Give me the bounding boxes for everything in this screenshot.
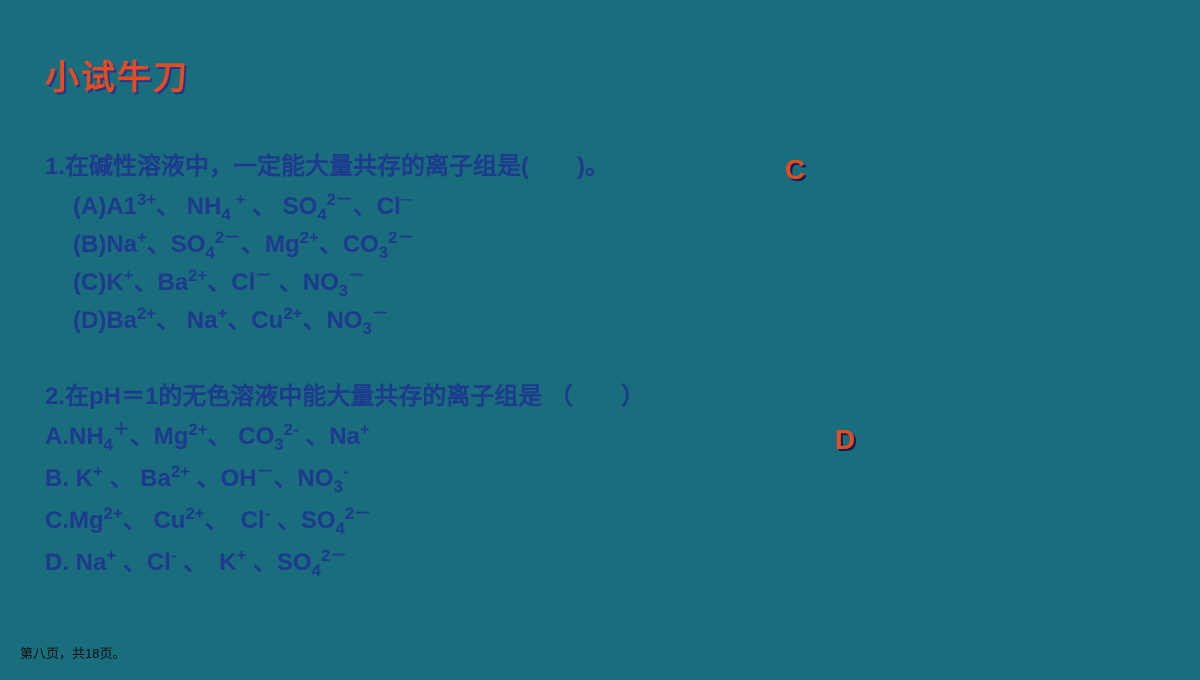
text: 、 CO	[208, 423, 275, 450]
text: D. Na	[45, 549, 106, 576]
text: (C)K	[73, 269, 124, 296]
text: 、CO	[319, 231, 379, 258]
sup: 2+	[104, 504, 123, 523]
text: 、Ba	[133, 269, 188, 296]
sup: 2+	[137, 304, 156, 323]
sub: 3	[339, 281, 348, 300]
text: 、Mg	[130, 423, 189, 450]
sub: 4	[312, 561, 321, 580]
sub: 3	[362, 319, 371, 338]
text: 、OH	[190, 465, 257, 492]
question-1: C 1.在碱性溶液中，一定能大量共存的离子组是( )。 (A)A13+、 NH4…	[45, 149, 1155, 339]
sup: +	[137, 228, 147, 247]
sup: -	[343, 462, 349, 481]
text: 、 NH	[156, 193, 221, 220]
answer-2: D	[835, 419, 855, 461]
q1-option-c: (C)K+、Ba2+、Cl－ 、NO3－	[45, 265, 1155, 301]
sup: +	[236, 546, 246, 565]
sub: 4	[104, 435, 113, 454]
sup: －	[348, 266, 365, 285]
text: 、Cl	[353, 193, 401, 220]
sup: 2-	[284, 420, 299, 439]
text: 、Cl	[207, 269, 255, 296]
sub: 3	[274, 435, 283, 454]
sup: +	[231, 190, 245, 209]
slide-content: C 1.在碱性溶液中，一定能大量共存的离子组是( )。 (A)A13+、 NH4…	[45, 149, 1155, 581]
text: 、 Na	[156, 307, 217, 334]
text: 、Mg	[241, 231, 300, 258]
q1-option-d: (D)Ba2+、 Na+、Cu2+、NO3－	[45, 303, 1155, 339]
text: 、NO	[272, 269, 339, 296]
text: 、NO	[273, 465, 333, 492]
sup: 2+	[188, 266, 207, 285]
text: A.NH	[45, 423, 104, 450]
text: 、Cu	[227, 307, 283, 334]
text: (D)Ba	[73, 307, 137, 334]
q2-option-b: B. K+ 、 Ba2+ 、OH－、NO3-	[45, 461, 1155, 497]
sup: 2+	[188, 420, 207, 439]
sup: 3+	[137, 190, 156, 209]
text: C.Mg	[45, 507, 104, 534]
page-footer: 第八页，共18页。	[20, 643, 125, 662]
sup: 2－	[321, 546, 347, 565]
sup: +	[218, 304, 228, 323]
sub: 3	[333, 477, 342, 496]
text: 、 Cu	[123, 507, 186, 534]
sup: 2+	[283, 304, 302, 323]
sup: 2－	[327, 190, 353, 209]
answer-1: C	[785, 149, 805, 191]
sup: +	[124, 266, 134, 285]
sup: －	[257, 462, 274, 481]
sup: ─	[401, 190, 413, 209]
text: 、Cl	[116, 549, 171, 576]
q2-option-c: C.Mg2+、 Cu2+、 Cl- 、SO42－	[45, 503, 1155, 539]
sup: +	[93, 462, 103, 481]
text: (A)A1	[73, 193, 137, 220]
slide-title: 小试牛刀	[45, 50, 1155, 99]
text: 、 Ba	[103, 465, 171, 492]
sup: 2+	[171, 462, 190, 481]
text: 、Na	[299, 423, 360, 450]
text: 、SO	[147, 231, 206, 258]
q2-option-a: A.NH4＋、Mg2+、 CO32- 、Na+	[45, 419, 1155, 455]
sup: 2－	[388, 228, 414, 247]
question-2: D 2.在pH＝1的无色溶液中能大量共存的离子组是 （ ） A.NH4＋、Mg2…	[45, 379, 1155, 581]
sub: 4	[221, 205, 230, 224]
question-2-prompt: 2.在pH＝1的无色溶液中能大量共存的离子组是 （ ）	[45, 379, 1155, 415]
text: 、 K	[176, 549, 236, 576]
sup: 2+	[185, 504, 204, 523]
slide: 小试牛刀 C 1.在碱性溶液中，一定能大量共存的离子组是( )。 (A)A13+…	[0, 0, 1200, 680]
sup: ＋	[113, 420, 130, 439]
text: B. K	[45, 465, 93, 492]
sup: 2－	[345, 504, 371, 523]
q1-option-a: (A)A13+、 NH4 + 、 SO42－、Cl─	[45, 189, 1155, 225]
sub: 4	[336, 519, 345, 538]
q1-option-b: (B)Na+、SO42－、Mg2+、CO32－	[45, 227, 1155, 263]
text: 、NO	[302, 307, 362, 334]
text: 、SO	[270, 507, 335, 534]
sup: 2－	[215, 228, 241, 247]
sup: +	[106, 546, 116, 565]
sub: 4	[206, 243, 215, 262]
sub: 4	[317, 205, 326, 224]
text: (B)Na	[73, 231, 137, 258]
sub: 3	[379, 243, 388, 262]
sup: 2+	[300, 228, 319, 247]
sup: －	[372, 304, 389, 323]
text: 、SO	[246, 549, 311, 576]
sup: －	[255, 266, 272, 285]
q2-option-d: D. Na+ 、Cl- 、 K+ 、SO42－	[45, 545, 1155, 581]
text: 、 Cl	[205, 507, 265, 534]
text: 、 SO	[245, 193, 317, 220]
question-1-prompt: 1.在碱性溶液中，一定能大量共存的离子组是( )。	[45, 149, 1155, 185]
sup: +	[360, 420, 370, 439]
